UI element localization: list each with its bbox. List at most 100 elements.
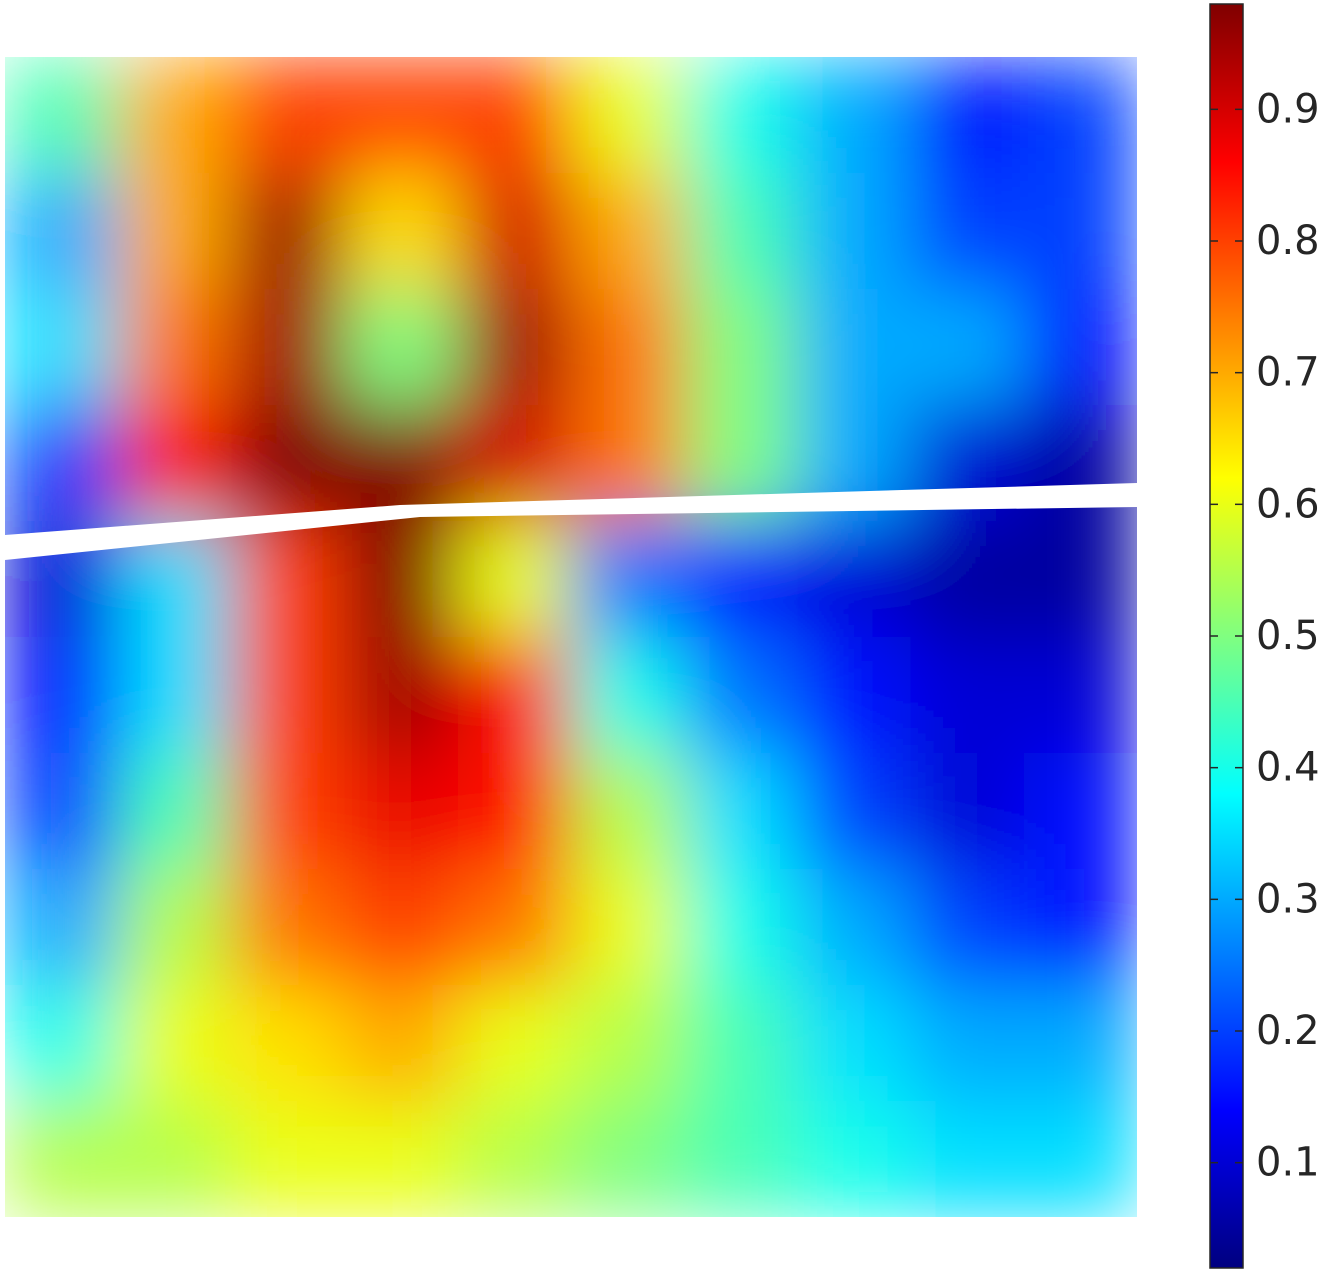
cell <box>910 869 1025 986</box>
cell <box>344 405 459 522</box>
cell <box>797 985 912 1102</box>
cell <box>1023 753 1137 870</box>
colorbar-tick-label: 0.8 <box>1256 218 1320 264</box>
cell <box>684 289 798 406</box>
cell <box>1023 637 1137 754</box>
cell <box>571 521 685 638</box>
cell <box>5 173 119 290</box>
cell <box>457 869 572 986</box>
cell <box>344 985 459 1102</box>
cell <box>5 869 119 986</box>
cell <box>457 637 572 754</box>
colorbar-tick-label: 0.1 <box>1256 1140 1320 1186</box>
cell <box>797 173 912 290</box>
cell <box>231 985 346 1102</box>
colorbar-tick-label: 0.3 <box>1256 876 1320 922</box>
cell <box>571 1101 685 1217</box>
cell <box>910 753 1025 870</box>
cell <box>684 57 798 174</box>
cell <box>457 1101 572 1217</box>
cell <box>118 637 232 754</box>
cell <box>5 289 119 406</box>
cell <box>910 289 1025 406</box>
cell <box>797 57 912 174</box>
cell <box>1023 289 1137 406</box>
colorbar-ticks: 0.1 0.2 0.3 0.4 0.5 0.6 0.7 0.8 0.9 <box>1210 86 1320 1186</box>
cell <box>684 753 798 870</box>
cell <box>344 289 459 406</box>
cell <box>910 985 1025 1102</box>
cell <box>571 173 685 290</box>
cell <box>797 753 912 870</box>
cell <box>797 1101 912 1217</box>
cell <box>684 869 798 986</box>
cell <box>457 753 572 870</box>
cell <box>571 57 685 174</box>
cell <box>344 753 459 870</box>
cell <box>910 173 1025 290</box>
cell <box>684 985 798 1102</box>
cell <box>457 289 572 406</box>
cell <box>231 405 346 522</box>
cell <box>231 1101 346 1217</box>
cell <box>684 637 798 754</box>
cell <box>344 57 459 174</box>
cell <box>571 637 685 754</box>
cell <box>684 1101 798 1217</box>
cell <box>344 869 459 986</box>
cell <box>5 637 119 754</box>
cell <box>5 57 119 174</box>
cell <box>684 521 798 638</box>
cell <box>571 869 685 986</box>
cell <box>231 173 346 290</box>
cell <box>1023 173 1137 290</box>
colorbar-tick-label: 0.2 <box>1256 1008 1320 1054</box>
cell <box>797 637 912 754</box>
cell <box>118 173 232 290</box>
crack <box>5 483 1137 560</box>
cell <box>231 521 346 638</box>
cell <box>5 753 119 870</box>
colorbar-tick-label: 0.7 <box>1256 350 1320 396</box>
cell <box>1023 57 1137 174</box>
cell <box>571 753 685 870</box>
cell <box>910 521 1025 638</box>
cell <box>231 57 346 174</box>
cell <box>231 753 346 870</box>
cell <box>118 405 232 522</box>
cell <box>797 289 912 406</box>
cell <box>344 521 459 638</box>
cell <box>1023 985 1137 1102</box>
colorbar-tick-label: 0.5 <box>1256 613 1320 659</box>
cell <box>910 1101 1025 1217</box>
cell <box>118 869 232 986</box>
cell <box>118 289 232 406</box>
cell <box>571 985 685 1102</box>
cell <box>231 637 346 754</box>
cell <box>5 405 119 522</box>
cell <box>571 289 685 406</box>
cell <box>231 869 346 986</box>
cell <box>118 753 232 870</box>
colorbar-tick-label: 0.6 <box>1256 481 1320 527</box>
cell <box>797 521 912 638</box>
cell <box>797 869 912 986</box>
cell <box>118 1101 232 1217</box>
field <box>5 57 1137 1217</box>
cell <box>1023 521 1137 638</box>
cell <box>344 173 459 290</box>
colorbar-tick-label: 0.9 <box>1256 86 1320 132</box>
field-clip <box>5 57 1137 1217</box>
cell <box>457 985 572 1102</box>
cell <box>684 173 798 290</box>
cell <box>344 1101 459 1217</box>
cell <box>910 637 1025 754</box>
colorbar-tick-label: 0.4 <box>1256 745 1320 791</box>
cell <box>910 57 1025 174</box>
cell <box>344 637 459 754</box>
cell <box>118 985 232 1102</box>
cell <box>1023 1101 1137 1217</box>
cell <box>118 57 232 174</box>
cell <box>231 289 346 406</box>
